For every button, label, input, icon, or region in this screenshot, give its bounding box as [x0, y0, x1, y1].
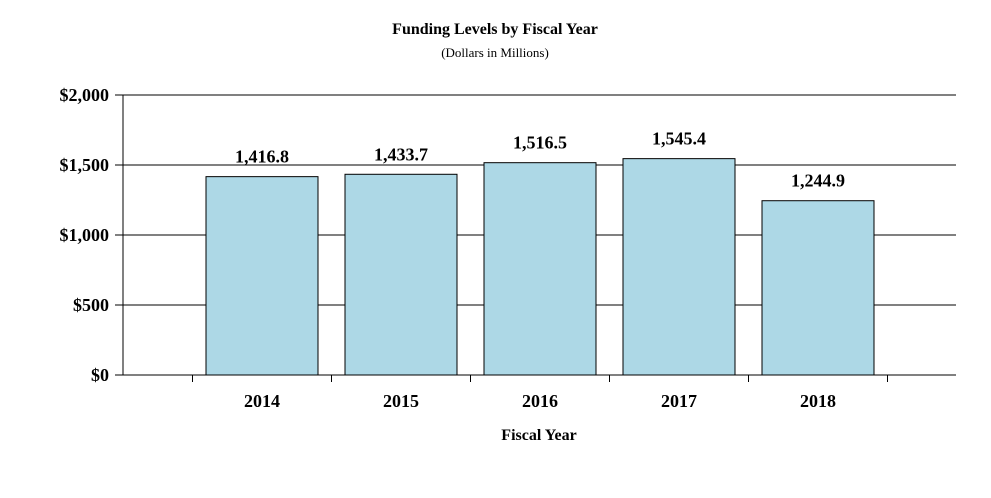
y-tick-label: $1,000: [60, 225, 110, 245]
bar-2015: [344, 173, 458, 376]
x-tick-label: 2017: [661, 391, 697, 411]
x-tick-label: 2014: [244, 391, 280, 411]
x-tick-label: 2016: [522, 391, 558, 411]
data-label: 1,416.8: [235, 147, 289, 167]
bar-2017: [622, 158, 736, 376]
data-label: 1,433.7: [374, 144, 428, 164]
x-axis-label: Fiscal Year: [501, 427, 576, 444]
chart-title: Funding Levels by Fiscal Year: [392, 21, 598, 38]
x-tick-label: 2015: [383, 391, 419, 411]
bar-2016: [483, 162, 597, 376]
chart-subtitle: (Dollars in Millions): [441, 45, 549, 60]
y-tick-label: $500: [73, 295, 109, 315]
data-label: 1,516.5: [513, 133, 567, 153]
x-tick-label: 2018: [800, 391, 836, 411]
data-label: 1,545.4: [652, 129, 706, 149]
y-tick-label: $2,000: [60, 85, 110, 105]
y-tick-label: $0: [91, 365, 109, 385]
bar-2014: [205, 176, 319, 376]
y-tick-label: $1,500: [60, 155, 110, 175]
data-label: 1,244.9: [791, 171, 845, 191]
bar-2018: [761, 200, 875, 376]
